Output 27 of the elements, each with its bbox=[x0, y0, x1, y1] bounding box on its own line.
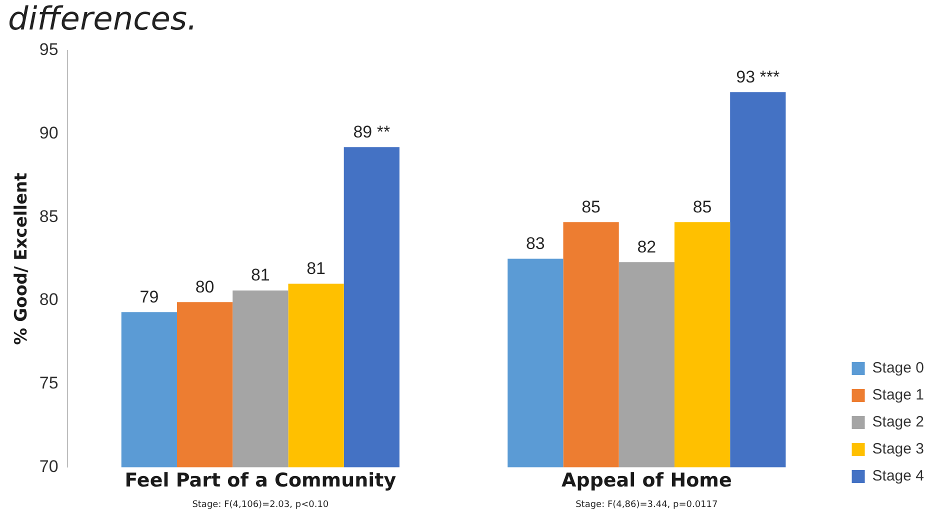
y-axis-title: % Good/ Excellent bbox=[12, 172, 32, 345]
y-tick-label: 75 bbox=[39, 374, 58, 393]
data-label: 82 bbox=[637, 237, 656, 256]
x-tick-label: Feel Part of a Community bbox=[124, 470, 397, 492]
data-label: 85 bbox=[692, 197, 712, 216]
y-tick-label: 90 bbox=[39, 123, 58, 142]
data-label: 81 bbox=[250, 266, 270, 285]
x-tick-label: Appeal of Home bbox=[562, 470, 732, 492]
data-label: 89 ** bbox=[353, 122, 390, 142]
legend-label: Stage 2 bbox=[872, 414, 924, 431]
text: Stage: F(4,86)=3.44, p=0.0117 bbox=[576, 500, 718, 510]
legend-label: Stage 0 bbox=[872, 360, 924, 377]
data-label: 85 bbox=[582, 197, 601, 216]
data-label: 83 bbox=[526, 234, 545, 253]
chart-title: differences. bbox=[8, 0, 198, 38]
y-tick-label: 80 bbox=[39, 290, 58, 310]
legend-label: Stage 1 bbox=[872, 386, 924, 404]
y-tick-label: 70 bbox=[39, 456, 58, 476]
text: Stage: F(4,106)=2.03, p<0.10 bbox=[192, 500, 329, 510]
y-tick-label: 95 bbox=[39, 40, 58, 60]
legend-label: Stage 3 bbox=[872, 440, 924, 458]
data-label: 93 *** bbox=[736, 67, 780, 86]
legend-label: Stage 4 bbox=[872, 468, 924, 485]
data-label: 79 bbox=[140, 287, 159, 306]
data-label: 81 bbox=[306, 258, 326, 278]
y-tick-label: 85 bbox=[39, 206, 58, 226]
data-label: 80 bbox=[195, 277, 214, 296]
